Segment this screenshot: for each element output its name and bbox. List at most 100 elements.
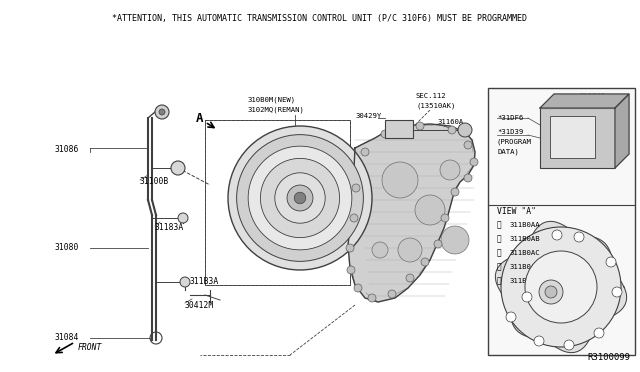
Circle shape (464, 174, 472, 182)
Circle shape (434, 240, 442, 248)
Text: 311B3A: 311B3A (190, 278, 220, 286)
Circle shape (159, 109, 165, 115)
Text: Ⓒ: Ⓒ (497, 248, 502, 257)
Circle shape (440, 160, 460, 180)
Text: Ⓐ: Ⓐ (525, 294, 529, 300)
Circle shape (451, 188, 459, 196)
Bar (385, 120, 413, 138)
Text: 31183A: 31183A (155, 224, 184, 232)
Circle shape (354, 284, 362, 292)
Circle shape (415, 195, 445, 225)
Circle shape (248, 146, 352, 250)
Polygon shape (495, 221, 627, 353)
Circle shape (441, 214, 449, 222)
Circle shape (368, 294, 376, 302)
Circle shape (534, 336, 544, 346)
Text: Ⓓ: Ⓓ (497, 263, 502, 272)
Circle shape (228, 126, 372, 270)
Circle shape (506, 312, 516, 322)
Text: 311B0AB: 311B0AB (510, 236, 541, 242)
Circle shape (294, 192, 306, 204)
Circle shape (171, 161, 185, 175)
Text: (13510AK): (13510AK) (416, 103, 456, 109)
Text: 311B0B: 311B0B (580, 93, 606, 99)
Polygon shape (540, 94, 629, 108)
Text: Ⓔ: Ⓔ (509, 314, 513, 320)
Text: 31100B: 31100B (140, 177, 169, 186)
Circle shape (564, 340, 574, 350)
Text: Ⓔ: Ⓔ (537, 338, 541, 344)
Circle shape (470, 158, 478, 166)
Text: 31160A: 31160A (437, 119, 463, 125)
Text: 30429Y: 30429Y (355, 113, 381, 119)
Circle shape (381, 130, 389, 138)
Text: 311B0AD: 311B0AD (510, 264, 541, 270)
Circle shape (458, 123, 472, 137)
Bar (550, 116, 595, 158)
Text: VIEW "A": VIEW "A" (497, 208, 536, 217)
Circle shape (350, 214, 358, 222)
Text: FRONT: FRONT (78, 343, 102, 353)
Circle shape (237, 135, 364, 262)
Text: Ⓑ: Ⓑ (555, 232, 559, 238)
Text: Ⓒ: Ⓒ (609, 259, 613, 265)
Circle shape (448, 126, 456, 134)
Circle shape (178, 213, 188, 223)
Text: Ⓔ: Ⓔ (567, 342, 571, 348)
Text: 311B0AC: 311B0AC (510, 250, 541, 256)
Circle shape (464, 141, 472, 149)
Circle shape (406, 274, 414, 282)
Circle shape (441, 226, 469, 254)
Circle shape (606, 257, 616, 267)
Bar (205, 120, 350, 285)
Circle shape (545, 286, 557, 298)
Circle shape (180, 277, 190, 287)
Text: Ⓐ: Ⓐ (497, 221, 502, 230)
Bar (488, 88, 635, 355)
Text: Ⓑ: Ⓑ (497, 234, 502, 244)
Circle shape (539, 280, 563, 304)
Text: (PROGRAM: (PROGRAM (497, 139, 532, 145)
Text: SEC.112: SEC.112 (416, 93, 447, 99)
Circle shape (388, 290, 396, 298)
Text: Ⓔ: Ⓔ (497, 276, 502, 285)
Circle shape (398, 238, 422, 262)
Circle shape (594, 328, 604, 338)
Text: *ATTENTION, THIS AUTOMATIC TRANSMISSION CONTROL UNIT (P/C 310F6) MUST BE PROGRAM: *ATTENTION, THIS AUTOMATIC TRANSMISSION … (113, 14, 527, 23)
Text: Ⓔ: Ⓔ (597, 330, 601, 336)
Text: 311B0AA: 311B0AA (510, 222, 541, 228)
Text: *31DF6: *31DF6 (497, 115, 524, 121)
Circle shape (275, 173, 325, 223)
Circle shape (287, 185, 313, 211)
Circle shape (501, 227, 621, 347)
Circle shape (372, 242, 388, 258)
Circle shape (416, 122, 424, 130)
Text: 31084: 31084 (55, 334, 79, 343)
Circle shape (361, 148, 369, 156)
Bar (205, 120, 350, 285)
Text: 31086: 31086 (55, 145, 79, 154)
Circle shape (552, 230, 562, 240)
Text: Ⓓ: Ⓓ (615, 289, 619, 295)
Circle shape (346, 244, 354, 252)
Text: 310B0M(NEW): 310B0M(NEW) (248, 97, 296, 103)
Text: A: A (196, 112, 204, 125)
Text: R3100099: R3100099 (587, 353, 630, 362)
Text: Ⓑ: Ⓑ (577, 234, 581, 240)
Circle shape (612, 287, 622, 297)
Text: *31D39: *31D39 (497, 129, 524, 135)
Polygon shape (348, 124, 475, 302)
Circle shape (347, 266, 355, 274)
Circle shape (525, 251, 597, 323)
Circle shape (382, 162, 418, 198)
Circle shape (574, 232, 584, 242)
Circle shape (522, 292, 532, 302)
Bar (540, 108, 615, 168)
Polygon shape (615, 94, 629, 168)
Circle shape (155, 105, 169, 119)
Circle shape (421, 258, 429, 266)
Text: 311B0AE: 311B0AE (510, 278, 541, 284)
Text: DATA): DATA) (497, 149, 519, 155)
Text: 31080: 31080 (55, 244, 79, 253)
Text: 30412M: 30412M (185, 301, 214, 310)
